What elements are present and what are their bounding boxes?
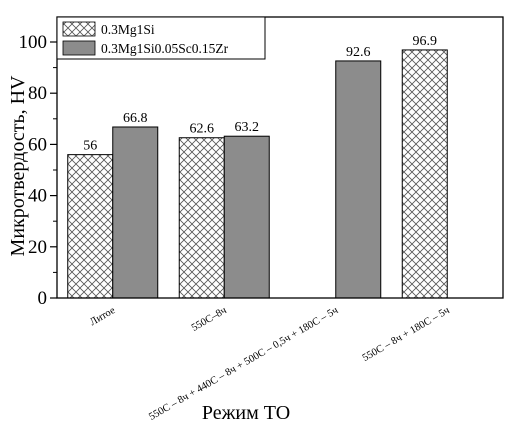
x-category-label: 550С – 8ч + 180С – 5ч [361, 305, 453, 364]
legend-swatch-series-2 [62, 40, 96, 56]
bar-series-1 [401, 49, 448, 299]
y-tick-label: 20 [28, 237, 47, 258]
bars [67, 49, 448, 299]
legend: 0.3Mg1Si 0.3Mg1Si0.05Sc0.15Zr [56, 16, 266, 60]
bar-series-2 [223, 135, 270, 299]
y-tick-label: 80 [28, 83, 47, 104]
bar-value-label: 96.9 [413, 34, 438, 49]
plot-frame [56, 16, 504, 299]
bar-series-2 [335, 60, 382, 299]
y-axis-ticks: 0 20 40 60 80 100 [19, 32, 57, 309]
x-category-label: Литое [88, 305, 117, 328]
bar-value-label: 56 [83, 139, 97, 154]
legend-label-series-1: 0.3Mg1Si [101, 22, 155, 37]
value-labels: 56 66.8 62.6 63.2 92.6 96.9 [83, 34, 437, 154]
legend-swatch-series-1 [62, 21, 96, 37]
y-tick-label: 0 [38, 288, 48, 309]
bar-value-label: 63.2 [235, 120, 260, 135]
legend-label-series-2: 0.3Mg1Si0.05Sc0.15Zr [101, 41, 229, 56]
bar-value-label: 62.6 [190, 122, 215, 137]
y-tick-label: 60 [28, 134, 47, 155]
y-tick-label: 100 [19, 32, 48, 53]
bar-value-label: 92.6 [346, 45, 371, 60]
bar-value-label: 66.8 [123, 111, 148, 126]
y-tick-label: 40 [28, 186, 47, 207]
bar-series-1 [67, 154, 114, 299]
bar-series-2 [112, 126, 159, 299]
x-category-label: 550С–8ч [190, 305, 229, 334]
y-axis-title: Микротвердость, HV [7, 75, 29, 256]
x-axis-title: Режим ТО [202, 402, 290, 424]
y-axis-title-group: Микротвердость, HV [7, 75, 29, 256]
bar-series-1 [178, 137, 225, 299]
